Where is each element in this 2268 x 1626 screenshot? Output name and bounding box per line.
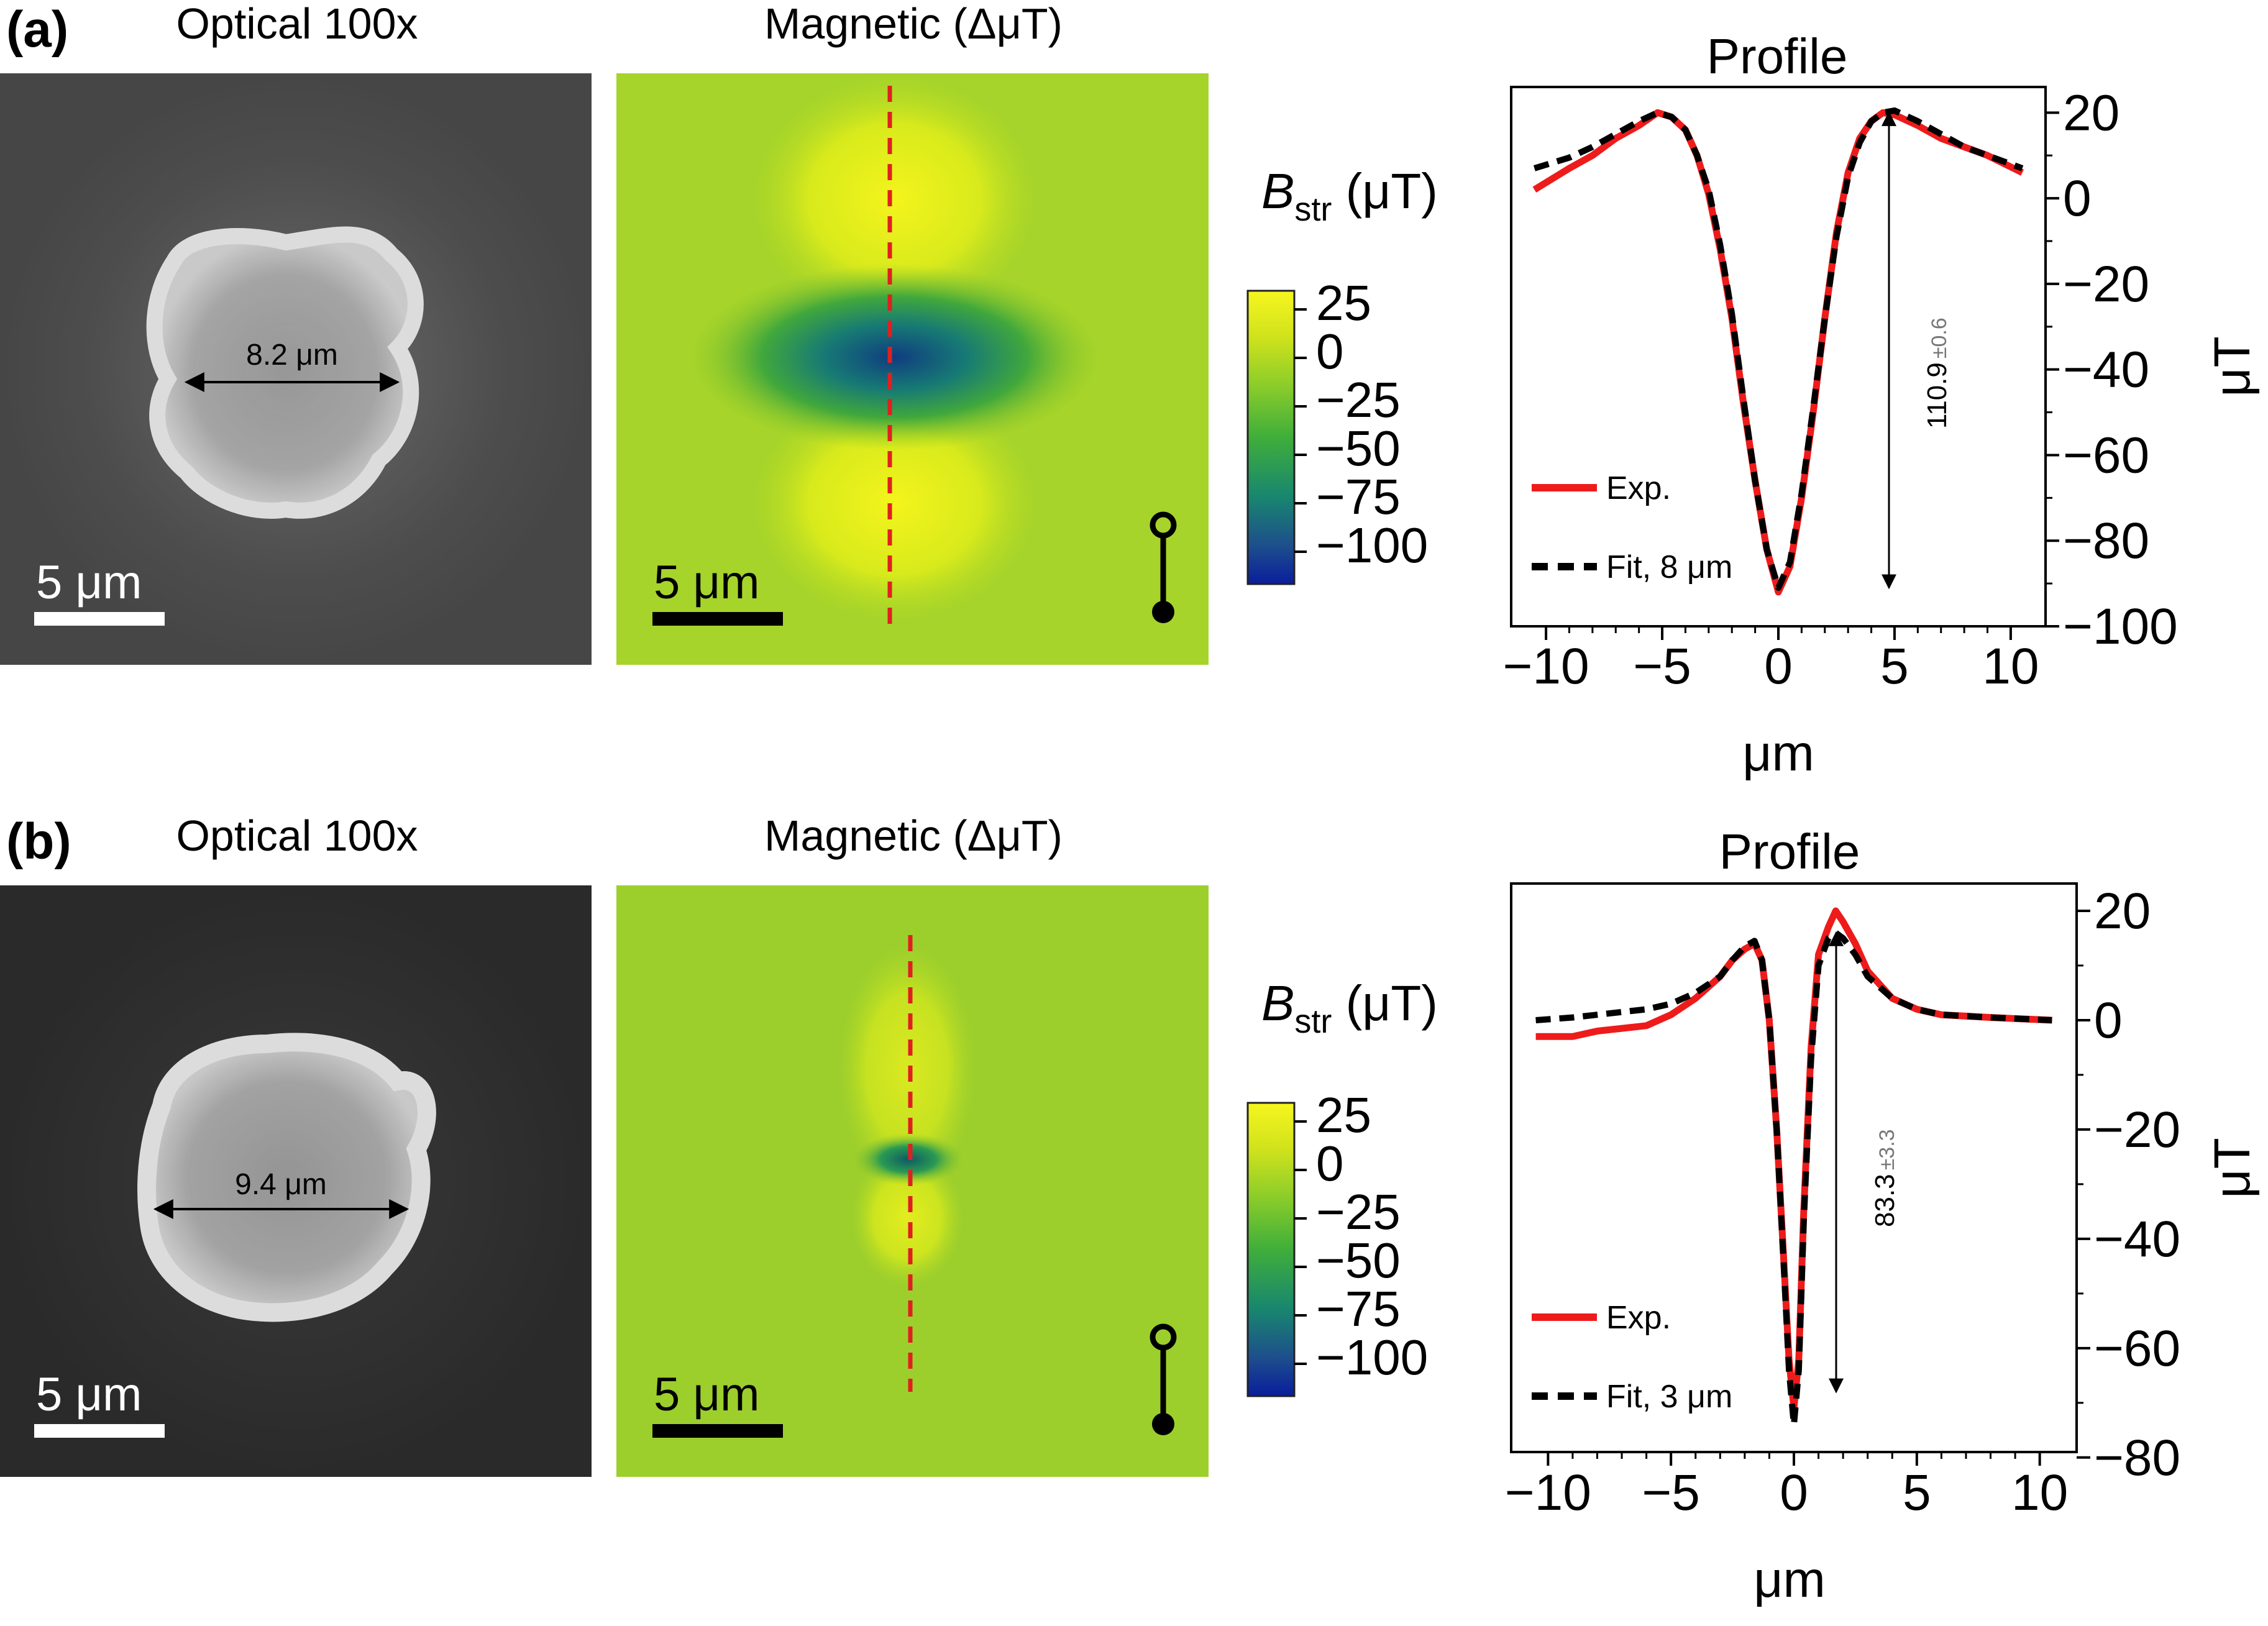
colorbar-tick-a-3: −50 bbox=[1316, 421, 1401, 476]
xlabel-a: μm bbox=[1742, 725, 1814, 782]
colorbar-tick-b-1: 0 bbox=[1316, 1136, 1344, 1191]
series-fit-line bbox=[1533, 107, 2024, 591]
x-tick-label: 10 bbox=[1982, 638, 2039, 695]
optical-scalebar-b bbox=[34, 1424, 165, 1438]
ylabel-b: μT bbox=[2204, 1138, 2261, 1198]
colorbar-gradient-a bbox=[1246, 290, 1296, 585]
xlabel-b: μm bbox=[1754, 1551, 1826, 1608]
colorbar-tick-a-1: 0 bbox=[1316, 324, 1344, 379]
x-tick-label: −5 bbox=[1642, 1464, 1700, 1521]
x-tick-label: 0 bbox=[1780, 1464, 1808, 1521]
legend-a: Exp. Fit, 8 μm bbox=[1532, 470, 1732, 585]
x-tick-label: −10 bbox=[1505, 1464, 1591, 1521]
amplitude-label-b: 83.3±3.3 bbox=[1870, 1129, 1900, 1227]
x-tick-label: 10 bbox=[2011, 1464, 2068, 1521]
diameter-label-b: 9.4 μm bbox=[235, 1168, 327, 1201]
y-tick-label: 0 bbox=[2094, 992, 2123, 1049]
panel-label-b: (b) bbox=[6, 813, 71, 870]
y-tick-label: 20 bbox=[2094, 883, 2151, 939]
x-tick-label: −10 bbox=[1503, 638, 1589, 695]
y-tick-label: −80 bbox=[2063, 513, 2149, 569]
sensor-orientation-icon-b bbox=[1150, 1323, 1177, 1435]
diameter-label-a: 8.2 μm bbox=[246, 339, 338, 372]
y-tick-label: −100 bbox=[2063, 598, 2178, 655]
optical-scalebar-label-a: 5 μm bbox=[36, 556, 142, 609]
optical-scalebar-label-b: 5 μm bbox=[36, 1368, 142, 1421]
colorbar-a: Bstr (μT) 25 0 −25 −50 −75 −100 bbox=[1246, 163, 1438, 585]
y-tick-label: −20 bbox=[2094, 1102, 2180, 1158]
row-b: (b) Optical 100x Magnetic (ΔμT) 9.4 μm 5… bbox=[0, 811, 2261, 1608]
optical-image-a: 8.2 μm 5 μm bbox=[0, 73, 592, 665]
y-tick-label: −80 bbox=[2094, 1430, 2180, 1486]
colorbar-title-a: Bstr (μT) bbox=[1261, 163, 1438, 228]
y-tick-label: −60 bbox=[2094, 1320, 2180, 1377]
colorbar-tick-b-2: −25 bbox=[1316, 1184, 1401, 1240]
legend-fit-label-a: Fit, 8 μm bbox=[1606, 549, 1732, 585]
plot-area-a: −10 −5 0 5 10 20 0 −20 −40 −60 −80 −100 bbox=[1503, 84, 2178, 695]
magnetic-title-b: Magnetic (ΔμT) bbox=[764, 811, 1063, 860]
magnetic-scalebar-label-a: 5 μm bbox=[654, 556, 759, 609]
x-tick-label: 5 bbox=[1880, 638, 1909, 695]
y-tick-label: −40 bbox=[2094, 1211, 2180, 1267]
colorbar-tick-a-0: 25 bbox=[1316, 275, 1371, 331]
colorbar-title-b: Bstr (μT) bbox=[1261, 975, 1438, 1040]
colorbar-tick-b-4: −75 bbox=[1316, 1281, 1401, 1336]
magnetic-image-a: 5 μm bbox=[616, 73, 1209, 665]
panel-label-a: (a) bbox=[6, 1, 68, 58]
optical-scalebar-a bbox=[34, 612, 165, 626]
x-tick-label: 0 bbox=[1764, 638, 1793, 695]
optical-image-b: 9.4 μm 5 μm bbox=[0, 885, 592, 1477]
plot-frame-b bbox=[1510, 882, 2078, 1453]
colorbar-tick-b-5: −100 bbox=[1316, 1330, 1428, 1385]
y-tick-label: 20 bbox=[2063, 84, 2119, 141]
magnetic-scalebar-b bbox=[652, 1424, 783, 1438]
y-tick-label: −60 bbox=[2063, 427, 2149, 483]
magnetic-scalebar-a bbox=[652, 612, 783, 626]
x-tick-label: 5 bbox=[1903, 1464, 1931, 1521]
magnetic-title-a: Magnetic (ΔμT) bbox=[764, 0, 1063, 48]
colorbar-tick-b-0: 25 bbox=[1316, 1087, 1371, 1143]
optical-title-a: Optical 100x bbox=[176, 0, 418, 48]
row-a: (a) Optical 100x Magnetic (ΔμT) 8.2 μm 5… bbox=[0, 0, 2261, 782]
profile-title-a: Profile bbox=[1707, 29, 1848, 84]
plot-area-b: −10 −5 0 5 10 20 0 −20 −40 −60 −80 bbox=[1505, 883, 2180, 1521]
ylabel-a: μT bbox=[2204, 336, 2261, 396]
sensor-orientation-icon-a bbox=[1150, 511, 1177, 623]
legend-fit-label-b: Fit, 3 μm bbox=[1606, 1379, 1732, 1415]
x-tick-label: −5 bbox=[1633, 638, 1691, 695]
plot-frame-a bbox=[1510, 86, 2047, 628]
legend-b: Exp. Fit, 3 μm bbox=[1532, 1300, 1732, 1415]
colorbar-tick-a-5: −100 bbox=[1316, 518, 1428, 573]
legend-exp-label-b: Exp. bbox=[1606, 1300, 1671, 1336]
colorbar-tick-a-2: −25 bbox=[1316, 372, 1401, 427]
legend-exp-label-a: Exp. bbox=[1606, 470, 1671, 506]
optical-title-b: Optical 100x bbox=[176, 811, 418, 860]
colorbar-b: Bstr (μT) 25 0 −25 −50 −75 −100 bbox=[1246, 975, 1438, 1397]
amplitude-label-a: 110.9±0.6 bbox=[1922, 317, 1952, 429]
magnetic-scalebar-label-b: 5 μm bbox=[654, 1368, 759, 1421]
magnetic-image-b: 5 μm bbox=[616, 885, 1209, 1477]
colorbar-tick-a-4: −75 bbox=[1316, 469, 1401, 524]
y-tick-label: −40 bbox=[2063, 342, 2149, 398]
profile-title-b: Profile bbox=[1719, 824, 1860, 879]
colorbar-tick-b-3: −50 bbox=[1316, 1233, 1401, 1288]
y-tick-label: 0 bbox=[2063, 170, 2092, 227]
colorbar-gradient-b bbox=[1246, 1102, 1296, 1397]
profile-chart-b: Profile −10 −5 0 5 10 20 0 −20 −40 −60 −80 μm μT 8… bbox=[1505, 824, 2261, 1608]
series-fit-line bbox=[1535, 929, 2052, 1428]
y-tick-label: −20 bbox=[2063, 256, 2149, 313]
